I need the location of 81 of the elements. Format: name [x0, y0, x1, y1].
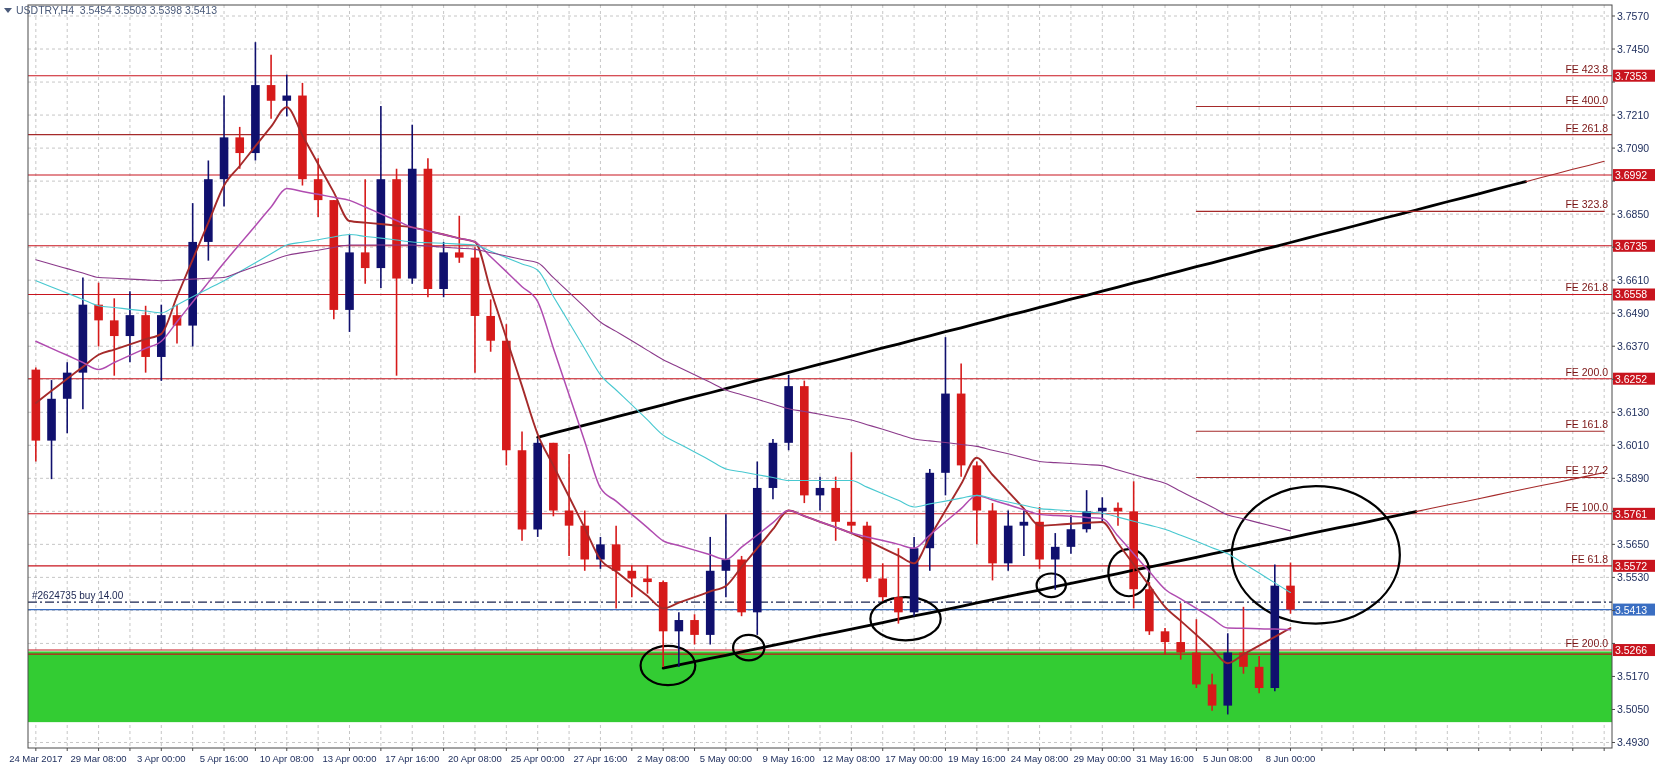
annotation: FE 100.0	[1565, 500, 1609, 513]
candlestick	[454, 214, 464, 264]
x-tick-label: 19 May 16:00	[948, 753, 1006, 764]
annotation: FE 61.8	[1571, 552, 1609, 565]
x-tick-label: 5 May 00:00	[699, 753, 753, 764]
candlestick	[690, 613, 699, 646]
y-tick-label: 3.5050	[1617, 703, 1650, 716]
line-series	[1525, 160, 1605, 183]
y-tick-label: 3.4930	[1617, 736, 1650, 749]
candlestick	[643, 564, 652, 595]
y-tick-label: 3.5890	[1617, 472, 1650, 485]
x-tick-label: 8 Jun 00:00	[1265, 753, 1316, 764]
y-tick-label: 3.6850	[1617, 208, 1650, 221]
line-series	[661, 510, 1418, 670]
candlestick	[847, 451, 856, 534]
y-tick-label: 3.6010	[1617, 439, 1650, 452]
x-tick-label: 24 Mar 2017	[9, 753, 63, 764]
annotation: FE 423.8	[1565, 62, 1609, 75]
y-tick-label: 3.5650	[1617, 538, 1650, 551]
y-tick-label: 3.6490	[1617, 307, 1650, 320]
y-tick-label: 3.7090	[1617, 142, 1650, 155]
ref-line-label: 3.5761	[1615, 507, 1648, 520]
ref-line-label: 3.5266	[1615, 644, 1648, 657]
candlestick	[1192, 618, 1201, 689]
x-tick-label: 24 May 08:00	[1010, 753, 1069, 764]
candlestick	[345, 233, 354, 333]
annotation: FE 161.8	[1565, 418, 1609, 431]
candlestick	[439, 241, 448, 299]
y-tick-label: 3.5530	[1617, 571, 1650, 584]
ref-line-label: 3.5572	[1615, 559, 1648, 572]
y-tick-label: 3.5170	[1617, 670, 1650, 683]
annotation: FE 200.0	[1565, 637, 1609, 650]
y-tick-label: 3.7570	[1617, 10, 1650, 23]
line-series	[35, 244, 1292, 532]
candlestick	[1145, 581, 1154, 636]
ref-line-label: 3.5413	[1615, 603, 1648, 616]
ref-line-label: 3.6252	[1615, 372, 1648, 385]
annotation: FE 200.0	[1565, 365, 1609, 378]
candlestick	[486, 298, 495, 353]
ref-line-label: 3.6992	[1615, 169, 1648, 182]
x-tick-label: 5 Apr 16:00	[199, 753, 249, 764]
y-tick-label: 3.7210	[1617, 109, 1650, 122]
x-tick-label: 10 Apr 08:00	[259, 753, 314, 764]
candlestick	[784, 374, 793, 452]
x-tick-label: 31 May 16:00	[1136, 753, 1194, 764]
ref-line-label: 3.7353	[1615, 69, 1648, 82]
ref-line-label: #2624735 buy 14.00	[32, 590, 124, 602]
candlestick	[47, 379, 56, 480]
candlestick	[894, 547, 903, 625]
annotation: FE 261.8	[1565, 281, 1609, 294]
candlestick	[502, 323, 511, 467]
x-tick-label: 9 May 16:00	[762, 753, 815, 764]
annotation: FE 400.0	[1565, 93, 1609, 106]
line-series	[536, 180, 1528, 439]
x-tick-label: 20 Apr 08:00	[448, 753, 502, 764]
x-tick-label: 5 Jun 08:00	[1202, 753, 1253, 764]
annotation: FE 127.2	[1565, 464, 1609, 477]
x-tick-label: 17 May 00:00	[885, 753, 943, 764]
candlestick	[1286, 561, 1295, 615]
annotation: FE 261.8	[1565, 121, 1609, 134]
x-tick-label: 27 Apr 16:00	[573, 753, 628, 764]
y-tick-label: 3.7450	[1617, 43, 1650, 56]
x-tick-label: 2 May 08:00	[637, 753, 690, 764]
y-tick-label: 3.6370	[1617, 340, 1650, 353]
x-tick-label: 29 Mar 08:00	[70, 753, 127, 764]
x-tick-label: 29 May 00:00	[1073, 753, 1132, 764]
chart-title: USDTRY,H4 3.5454 3.5503 3.5398 3.5413	[16, 4, 218, 16]
y-tick-label: 3.6610	[1617, 274, 1650, 287]
x-tick-label: 13 Apr 00:00	[322, 753, 377, 764]
candlestick	[988, 502, 997, 582]
y-tick-label: 3.6130	[1617, 406, 1650, 419]
candlestick	[800, 379, 809, 504]
ref-line-label: 3.6558	[1615, 288, 1648, 301]
annotation: FE 323.8	[1565, 198, 1609, 211]
x-tick-label: 17 Apr 16:00	[385, 753, 440, 764]
x-tick-label: 25 Apr 00:00	[510, 753, 565, 764]
x-tick-label: 12 May 08:00	[822, 753, 881, 764]
candlestick	[831, 475, 840, 542]
ref-line-label: 3.6735	[1615, 239, 1648, 252]
candlestick	[941, 336, 950, 497]
x-tick-label: 3 Apr 00:00	[137, 753, 186, 764]
